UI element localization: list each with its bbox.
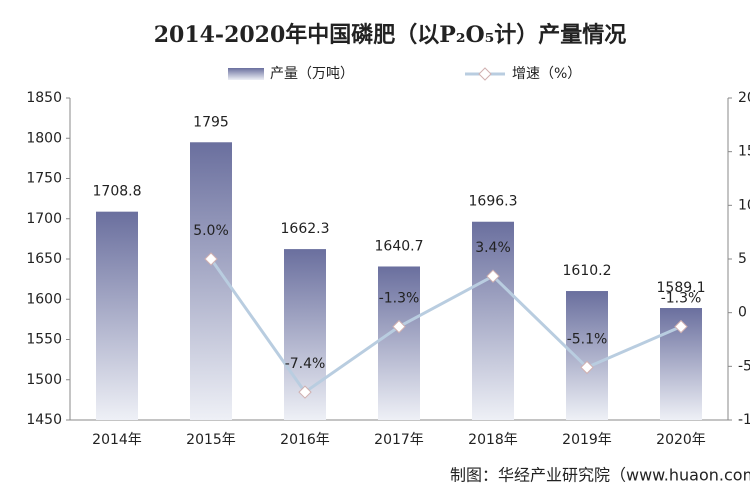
- line-value-label: 3.4%: [475, 240, 511, 256]
- chart-title: 2014-2020年中国磷肥（以P₂O₅计）产量情况: [154, 22, 627, 48]
- y-tick-label: 1550: [26, 332, 62, 348]
- y2-tick-label: 15: [738, 144, 750, 160]
- line-marker: [674, 319, 688, 334]
- bar: [378, 266, 420, 420]
- x-tick-label: 2017年: [374, 432, 424, 448]
- legend-label: 产量（万吨）: [270, 66, 354, 82]
- line: [209, 258, 682, 395]
- y-tick-label: 1750: [26, 171, 62, 187]
- y-tick-label: 1450: [26, 412, 62, 428]
- bar-value-label: 1708.8: [93, 184, 142, 200]
- bar: [96, 211, 138, 420]
- x-tick-label: 2014年: [92, 432, 142, 448]
- source-note: 制图：华经产业研究院（www.huaon.com）: [450, 466, 750, 485]
- y2-tick-label: 20: [738, 90, 750, 106]
- y2-tick-label: -5: [738, 358, 750, 374]
- x-tick-label: 2015年: [186, 432, 236, 448]
- legend-marker: [478, 67, 492, 81]
- bar-value-label: 1662.3: [281, 221, 330, 237]
- bar-value-label: 1610.2: [563, 263, 612, 279]
- line-marker: [298, 385, 312, 399]
- y-tick-label: 1850: [26, 90, 62, 106]
- legend-swatch: [228, 68, 264, 80]
- bar-value-label: 1795: [193, 114, 229, 130]
- y2-tick-label: 0: [738, 305, 747, 321]
- bar-value-label: 1696.3: [469, 194, 518, 210]
- x-tick-label: 2020年: [656, 432, 706, 448]
- x-tick-label: 2018年: [468, 432, 518, 448]
- line-value-label: -7.4%: [285, 356, 326, 372]
- bar-value-label: 1640.7: [375, 238, 424, 254]
- x-tick-label: 2019年: [562, 432, 612, 448]
- line-marker: [580, 360, 594, 375]
- line-marker: [392, 319, 406, 334]
- y-tick-label: 1500: [26, 372, 62, 388]
- bar-value-label: 1589.1: [657, 280, 706, 296]
- y-tick-label: 1800: [26, 130, 62, 146]
- y2-tick-label: 10: [738, 197, 750, 213]
- y-tick-label: 1700: [26, 211, 62, 227]
- line-value-label: -5.1%: [567, 331, 608, 347]
- y-tick-label: 1600: [26, 291, 62, 307]
- x-tick-label: 2016年: [280, 432, 330, 448]
- line-marker: [486, 269, 500, 283]
- bar: [566, 291, 608, 420]
- y2-tick-label: 5: [738, 251, 747, 267]
- y2-tick-label: -10: [738, 412, 750, 428]
- line-value-label: -1.3%: [379, 291, 420, 307]
- line-value-label: 5.0%: [193, 223, 229, 239]
- y-tick-label: 1650: [26, 251, 62, 267]
- legend-label: 增速（%）: [512, 66, 581, 82]
- line-value-label: -1.3%: [661, 291, 702, 307]
- bar: [472, 221, 514, 420]
- line-marker: [204, 252, 218, 266]
